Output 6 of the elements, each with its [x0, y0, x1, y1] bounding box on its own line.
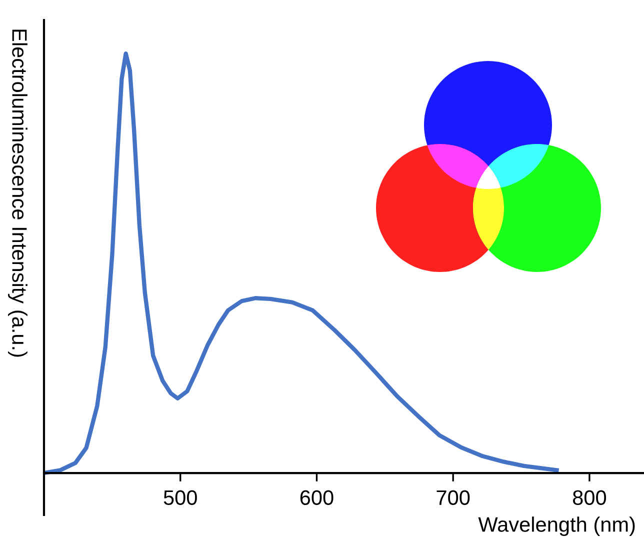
x-tick-label: 600 [300, 490, 334, 506]
x-tick-label: 800 [572, 490, 606, 506]
x-tick-label: 700 [436, 490, 470, 506]
y-axis-title: Electroluminescence Intensity (a.u.) [8, 30, 28, 357]
x-axis-title: Wavelength (nm) [478, 516, 635, 536]
x-tick-label: 500 [164, 490, 197, 506]
